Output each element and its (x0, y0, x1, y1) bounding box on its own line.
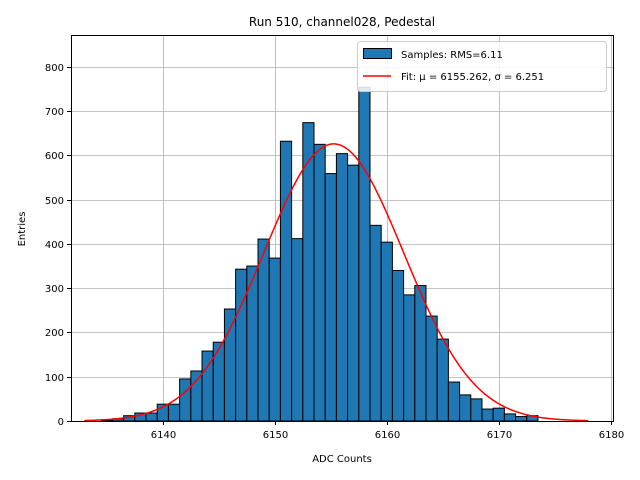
y-tick-label: 600 (45, 151, 64, 162)
chart-title: Run 510, channel028, Pedestal (249, 15, 435, 29)
legend-samples-swatch (363, 48, 392, 59)
y-tick-label: 500 (45, 196, 64, 207)
histogram-bar (447, 381, 461, 422)
y-tick-label: 0 (58, 417, 64, 428)
legend-box (357, 41, 607, 92)
y-tick-label: 400 (45, 240, 64, 251)
histogram-bar (257, 238, 270, 422)
x-tick-label: 6160 (375, 430, 400, 441)
histogram-bar (515, 416, 528, 422)
histogram-bar (380, 241, 393, 422)
fit-curve (84, 143, 589, 422)
histogram-bar (324, 173, 337, 422)
histogram-bar (358, 86, 371, 422)
y-tick-label: 800 (45, 63, 64, 74)
histogram-bar (459, 394, 472, 422)
legend-fit-label: Fit: μ = 6155.262, σ = 6.251 (401, 72, 544, 83)
histogram-bar (335, 153, 349, 422)
histogram-bar (179, 378, 192, 422)
x-tick-label: 6140 (151, 430, 176, 441)
legend: Samples: RMS=6.11 Fit: μ = 6155.262, σ =… (357, 41, 607, 92)
histogram-bar (391, 269, 405, 422)
histogram-bar (414, 285, 427, 422)
x-tick-label: 6180 (599, 430, 624, 441)
y-axis-label: Entries (17, 212, 28, 247)
histogram-bar (313, 143, 326, 422)
x-tick-label: 6150 (263, 430, 288, 441)
y-tick-label: 300 (45, 284, 64, 295)
histogram-bar (145, 412, 158, 422)
histogram-bar (167, 403, 181, 422)
axes-frame (71, 35, 614, 422)
histogram-bar (470, 398, 483, 422)
histogram-bar (235, 268, 248, 422)
histogram-bar (190, 370, 203, 422)
histogram-bar (503, 413, 517, 422)
y-tick-label: 100 (45, 373, 64, 384)
x-axis-ticks: 6140 6150 6160 6170 6180 (151, 421, 624, 441)
histogram-bar (492, 407, 505, 422)
histogram-bar (436, 338, 449, 422)
histogram-bars (100, 86, 539, 422)
x-tick-label: 6170 (487, 430, 512, 441)
x-axis-label: ADC Counts (312, 454, 372, 465)
histogram-bar (403, 294, 416, 422)
histogram-bar (481, 408, 494, 422)
histogram-bar (347, 164, 360, 422)
y-tick-label: 200 (45, 328, 64, 339)
histogram-bar (369, 224, 382, 422)
histogram-bar (425, 315, 438, 422)
histogram-bar (223, 308, 237, 422)
y-tick-label: 700 (45, 107, 64, 118)
y-axis-ticks: 0 100 200 300 400 500 600 700 800 (45, 63, 71, 428)
histogram-bar (268, 257, 281, 422)
histogram-bar (291, 238, 304, 422)
legend-samples-label: Samples: RMS=6.11 (401, 50, 503, 61)
histogram-bar (279, 140, 293, 422)
